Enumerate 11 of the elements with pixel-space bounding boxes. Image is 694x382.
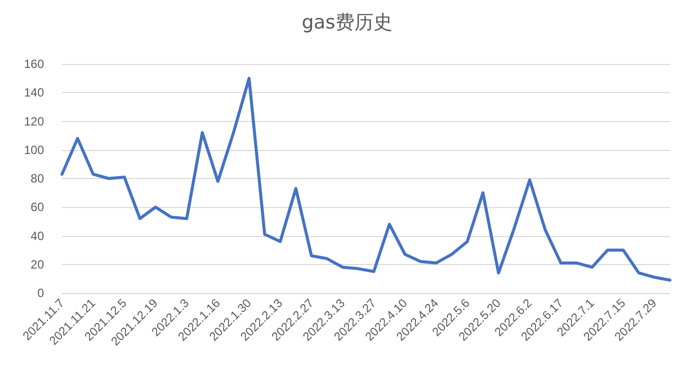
y-tick-label: 100 [24, 142, 44, 157]
y-tick-label: 140 [24, 86, 44, 100]
y-tick-label: 20 [30, 257, 44, 272]
y-tick-label: 160 [24, 57, 44, 71]
y-tick-label: 80 [30, 172, 44, 186]
line-series [60, 76, 672, 282]
chart-title: gas费历史 [302, 12, 392, 34]
y-tick-label: 40 [30, 228, 44, 243]
y-tick-label: 120 [24, 114, 44, 128]
y-tick-label: 60 [30, 200, 44, 214]
y-tick-label: 0 [37, 286, 44, 300]
